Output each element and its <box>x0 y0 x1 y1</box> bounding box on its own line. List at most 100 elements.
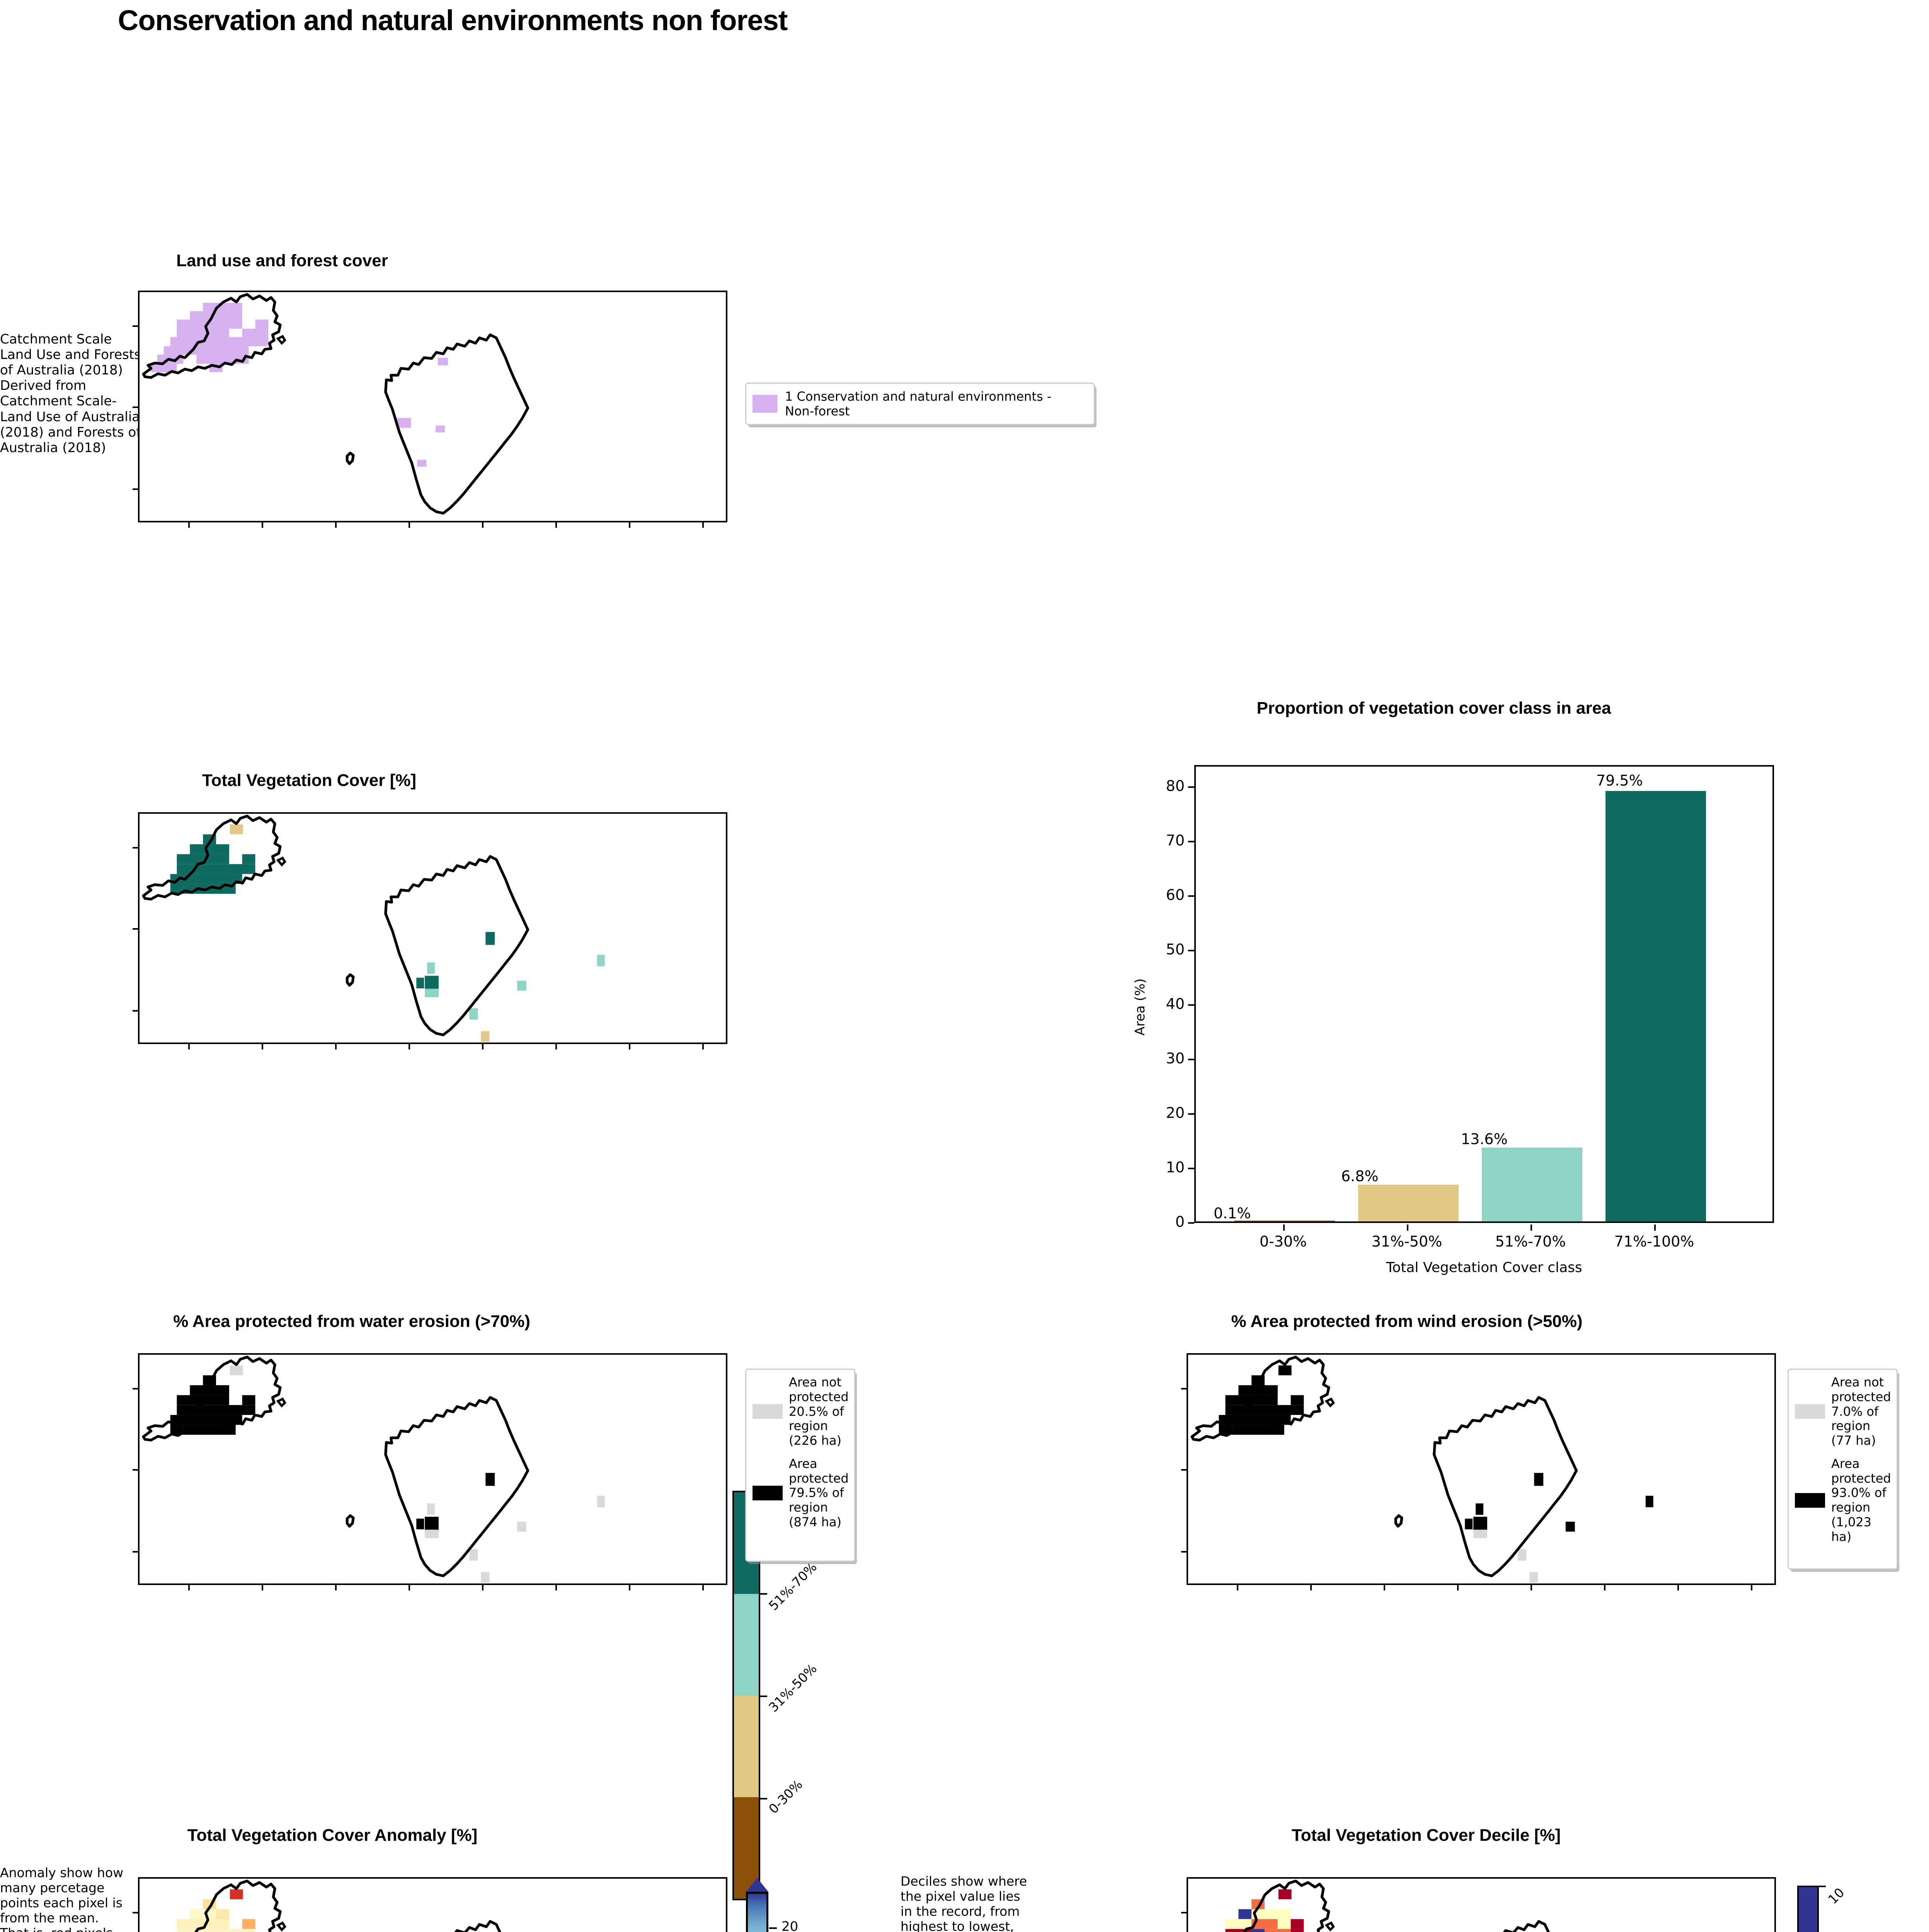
anomaly-tick-20: 20 <box>781 1919 799 1932</box>
anomaly-colorbar[interactable]: 20 10 0 −10 −20 <box>746 1878 823 1932</box>
bar-chart-ylabel: Area (%) <box>1132 978 1148 1036</box>
wind-erosion-map[interactable] <box>1187 1353 1776 1585</box>
region-outline-nw-islet <box>1325 1397 1335 1408</box>
decile-colorbar-bands <box>1797 1886 1819 1932</box>
bar-chart-axes <box>1194 765 1774 1223</box>
water-erosion-map-svg <box>142 1355 605 1583</box>
legend-swatch-protected <box>1795 1493 1825 1508</box>
legend-swatch-protected <box>753 1486 783 1501</box>
water-erosion-legend[interactable]: Area not protected 20.5% of region (226 … <box>745 1369 855 1562</box>
decile-colorbar-ticks <box>1819 1886 1828 1932</box>
region-outline-nw <box>142 1355 282 1442</box>
landuse-raster-cells <box>150 303 448 467</box>
anomaly-panel-title: Total Vegetation Cover Anomaly [%] <box>187 1826 478 1845</box>
legend-label-not-protected: Area not protected 20.5% of region (226 … <box>789 1375 849 1448</box>
bar-value-label-31-50: 6.8% <box>1341 1168 1379 1185</box>
region-outline-nw-islet <box>276 1921 286 1932</box>
bar-value-label-0-30: 0.1% <box>1214 1205 1251 1222</box>
region-outline-se <box>1433 1396 1578 1577</box>
bar-value-label-71-100: 79.5% <box>1596 772 1643 789</box>
panel-wind-erosion: % Area protected from wind erosion (>50%… <box>1055 1294 1929 1619</box>
region-outline-islet <box>1394 1514 1403 1528</box>
region-outline-nw <box>194 1879 282 1932</box>
legend-row-protected[interactable]: Area protected 93.0% of region (1,023 ha… <box>1795 1456 1891 1544</box>
region-outline-se <box>1503 1920 1550 1932</box>
legend-label-protected: Area protected 79.5% of region (874 ha) <box>789 1456 849 1529</box>
region-outline-nw-islet <box>276 1397 286 1408</box>
region-outline-islet <box>346 973 355 987</box>
panel-anomaly: Total Vegetation Cover Anomaly [%] Anoma… <box>0 1808 928 1932</box>
region-outline-nw <box>1190 1355 1330 1442</box>
bar-chart-xlabel: Total Vegetation Cover class <box>1386 1260 1582 1276</box>
legend-swatch-not-protected <box>1795 1404 1825 1419</box>
water-erosion-legend-rows: Area not protected 20.5% of region (226 … <box>753 1375 849 1530</box>
panel-veg-cover-chart: Proportion of vegetation cover class in … <box>1102 688 1797 1276</box>
legend-row-not-protected[interactable]: Area not protected 7.0% of region (77 ha… <box>1795 1375 1891 1448</box>
panel-water-erosion: % Area protected from water erosion (>70… <box>0 1294 928 1619</box>
landuse-map-ticks <box>138 522 727 530</box>
water-erosion-map[interactable] <box>138 1353 727 1585</box>
region-outline-islet <box>346 1514 355 1528</box>
anomaly-map-svg <box>177 1879 502 1932</box>
decile-map[interactable] <box>1187 1877 1776 1932</box>
veg-cover-map-ticks <box>138 1044 727 1052</box>
bar-value-label-51-70: 13.6% <box>1461 1131 1508 1148</box>
legend-row-protected[interactable]: Area protected 79.5% of region (874 ha) <box>753 1456 849 1530</box>
panel-landuse: Land use and forest cover Catchment Scal… <box>0 232 1105 541</box>
anomaly-map[interactable] <box>138 1877 727 1932</box>
xtick-71-100: 71%-100% <box>1614 1233 1694 1250</box>
landuse-legend-label: 1 Conservation and natural environments … <box>785 389 1052 418</box>
legend-label-not-protected: Area not protected 7.0% of region (77 ha… <box>1831 1375 1891 1448</box>
landuse-source-note: Catchment Scale Land Use and Forests of … <box>0 332 141 456</box>
region-outline-nw <box>142 815 282 901</box>
region-outline-se <box>384 1396 529 1577</box>
cbar-label-31-50: 31%-50% <box>766 1661 820 1715</box>
bar-31-50[interactable] <box>1358 1184 1459 1221</box>
bar-chart-title: Proportion of vegetation cover class in … <box>1256 699 1611 718</box>
wind-erosion-map-vticks <box>1181 1353 1189 1585</box>
decile-colorbar[interactable] <box>1797 1886 1819 1932</box>
panel-veg-cover: Total Vegetation Cover [%] <box>0 753 928 1900</box>
cbar-band-31-50 <box>734 1696 759 1797</box>
region-outline-nw <box>142 293 282 379</box>
region-outline-nw <box>1243 1879 1330 1932</box>
water-erosion-raster-cells <box>170 1365 605 1583</box>
water-erosion-map-ticks <box>138 1585 727 1593</box>
bar-71-100[interactable] <box>1606 791 1706 1221</box>
anomaly-colorbar-top-arrow <box>746 1878 768 1892</box>
landuse-map-vticks <box>133 291 140 522</box>
veg-cover-map[interactable] <box>138 812 727 1044</box>
legend-row-not-protected[interactable]: Area not protected 20.5% of region (226 … <box>753 1375 849 1448</box>
decile-panel-title: Total Vegetation Cover Decile [%] <box>1291 1826 1561 1845</box>
landuse-map[interactable] <box>138 291 727 522</box>
bar-51-70[interactable] <box>1482 1148 1582 1221</box>
wind-erosion-raster-cells <box>1219 1365 1653 1583</box>
legend-swatch-not-protected <box>753 1404 783 1419</box>
veg-cover-map-svg <box>142 815 605 1042</box>
veg-cover-panel-title: Total Vegetation Cover [%] <box>202 771 417 790</box>
decile-map-svg <box>1225 1879 1550 1932</box>
panel-decile: Total Vegetation Cover Decile [%] Decile… <box>901 1808 1929 1932</box>
decile-raster-cells <box>1225 1889 1304 1932</box>
page-title: Conservation and natural environments no… <box>118 4 788 36</box>
region-outline-nw-islet <box>276 856 286 867</box>
landuse-legend[interactable]: 1 Conservation and natural environments … <box>745 383 1095 425</box>
region-outline-se <box>454 1920 502 1932</box>
wind-erosion-legend[interactable]: Area not protected 7.0% of region (77 ha… <box>1788 1369 1898 1570</box>
xtick-0-30: 0-30% <box>1259 1233 1307 1250</box>
veg-cover-raster-cells <box>170 824 605 1042</box>
veg-cover-map-vticks <box>133 812 140 1044</box>
decile-note: Deciles show where the pixel value lies … <box>901 1874 1027 1932</box>
anomaly-map-vticks <box>133 1877 140 1932</box>
xtick-51-70: 51%-70% <box>1495 1233 1566 1250</box>
region-outline-nw-islet <box>276 335 286 345</box>
decile-map-vticks <box>1181 1877 1189 1932</box>
landuse-legend-swatch <box>753 395 777 413</box>
bar-chart-yaxis: 0 10 20 30 40 50 60 70 80 <box>1102 765 1194 1230</box>
anomaly-colorbar-gradient <box>746 1892 768 1932</box>
water-erosion-map-vticks <box>133 1353 140 1585</box>
water-erosion-panel-title: % Area protected from water erosion (>70… <box>173 1312 530 1331</box>
wind-erosion-map-ticks <box>1187 1585 1776 1593</box>
region-outline-se <box>384 333 529 515</box>
landuse-panel-title: Land use and forest cover <box>176 251 388 270</box>
